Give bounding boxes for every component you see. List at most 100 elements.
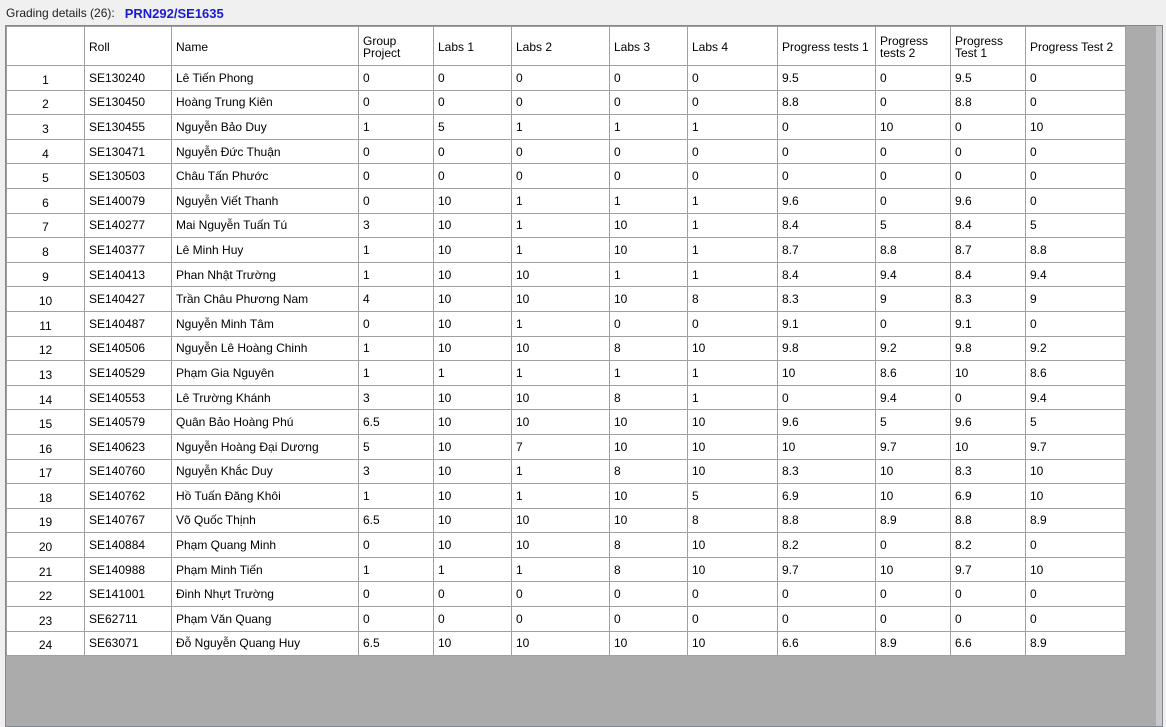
table-row[interactable]: 18 SE140762 Hồ Tuấn Đăng Khôi 1 10 1 10 5 6.9 10 6… bbox=[6, 483, 1126, 509]
table-row[interactable]: 5 SE130503 Châu Tấn Phước 0 0 0 0 0 0 0 0 0 bbox=[6, 163, 1126, 189]
row-header[interactable]: 8 bbox=[6, 237, 85, 263]
table-row[interactable]: 3 SE130455 Nguyễn Bảo Duy 1 5 1 1 1 0 10 0 10 bbox=[6, 114, 1126, 140]
row-header[interactable]: 4 bbox=[6, 138, 85, 165]
table-row[interactable]: 6 SE140079 Nguyễn Viết Thanh 0 10 1 1 1 9.6 0 9.6 0 bbox=[6, 187, 1126, 214]
grid-cell[interactable]: 6.5 bbox=[358, 630, 434, 657]
grid-cell[interactable]: 0 bbox=[950, 606, 1026, 632]
grid-cell[interactable]: SE140277 bbox=[84, 212, 172, 239]
grid-cell[interactable]: Mai Nguyễn Tuấn Tú bbox=[171, 212, 359, 239]
grid-cell[interactable]: 1 bbox=[511, 360, 610, 386]
grid-cell[interactable]: 8.2 bbox=[950, 532, 1026, 558]
table-row[interactable]: 15 SE140579 Quân Bảo Hoàng Phú 6.5 10 10 10 10 9… bbox=[6, 409, 1126, 435]
grid-cell[interactable]: 10 bbox=[433, 458, 512, 485]
grid-cell[interactable]: 0 bbox=[950, 163, 1026, 189]
grid-cell[interactable]: 10 bbox=[433, 630, 512, 657]
grid-cell[interactable]: 10 bbox=[609, 630, 688, 657]
grid-cell[interactable]: 0 bbox=[687, 581, 778, 608]
column-header[interactable]: Progress Test 2 bbox=[1025, 26, 1126, 66]
grid-cell[interactable]: 10 bbox=[609, 286, 688, 312]
table-row[interactable]: 12 SE140506 Nguyễn Lê Hoàng Chinh 1 10 10 8 10 9… bbox=[6, 335, 1126, 362]
grid-cell[interactable]: SE140988 bbox=[84, 556, 172, 583]
column-header[interactable]: Group Project bbox=[358, 26, 434, 66]
grid-cell[interactable]: 0 bbox=[511, 138, 610, 165]
grid-cell[interactable]: 9.7 bbox=[875, 433, 951, 460]
row-header[interactable]: 1 bbox=[6, 65, 85, 91]
grid-cell[interactable]: 0 bbox=[777, 581, 876, 608]
grid-cell[interactable]: Đỗ Nguyễn Quang Huy bbox=[171, 630, 359, 657]
grid-cell[interactable]: 10 bbox=[950, 360, 1026, 386]
grid-cell[interactable]: Nguyễn Khắc Duy bbox=[171, 458, 359, 485]
grid-cell[interactable]: 10 bbox=[609, 433, 688, 460]
grid-cell[interactable]: 0 bbox=[358, 187, 434, 214]
grid-cell[interactable]: 0 bbox=[511, 606, 610, 632]
grid-cell[interactable]: 9.2 bbox=[1025, 335, 1126, 362]
grid-cell[interactable]: 0 bbox=[1025, 89, 1126, 116]
grid-cell[interactable]: 0 bbox=[358, 581, 434, 608]
grid-cell[interactable]: 8.3 bbox=[777, 286, 876, 312]
grid-cell[interactable]: 1 bbox=[511, 310, 610, 337]
grid-cell[interactable]: 8.4 bbox=[950, 261, 1026, 288]
grid-cell[interactable]: 1 bbox=[358, 335, 434, 362]
grid-cell[interactable]: 0 bbox=[875, 163, 951, 189]
grid-cell[interactable]: Nguyễn Bảo Duy bbox=[171, 114, 359, 140]
grid-cell[interactable]: 0 bbox=[875, 65, 951, 91]
grid-cell[interactable]: 7 bbox=[511, 433, 610, 460]
grid-cell[interactable]: 0 bbox=[1025, 310, 1126, 337]
table-row[interactable]: 14 SE140553 Lê Trường Khánh 3 10 10 8 1 0 9.4 0 9.4 bbox=[6, 384, 1126, 411]
row-header[interactable]: 7 bbox=[6, 212, 85, 239]
grid-cell[interactable]: 9.6 bbox=[950, 187, 1026, 214]
grid-cell[interactable]: 0 bbox=[875, 310, 951, 337]
grid-cell[interactable]: 1 bbox=[687, 237, 778, 263]
grid-cell[interactable]: 0 bbox=[950, 581, 1026, 608]
grid-cell[interactable]: 10 bbox=[511, 286, 610, 312]
table-row[interactable]: 4 SE130471 Nguyễn Đức Thuận 0 0 0 0 0 0 0 0 0 bbox=[6, 138, 1126, 165]
grid-cell[interactable]: SE130455 bbox=[84, 114, 172, 140]
grid-cell[interactable]: 5 bbox=[1025, 409, 1126, 435]
column-header[interactable]: Labs 4 bbox=[687, 26, 778, 66]
grid-cell[interactable]: 8.3 bbox=[777, 458, 876, 485]
grid-cell[interactable]: 0 bbox=[433, 163, 512, 189]
grid-cell[interactable]: 8 bbox=[687, 286, 778, 312]
grid-cell[interactable]: 10 bbox=[433, 384, 512, 411]
grid-cell[interactable]: 0 bbox=[511, 65, 610, 91]
table-row[interactable]: 8 SE140377 Lê Minh Huy 1 10 1 10 1 8.7 8.8 8.7 8.8 bbox=[6, 237, 1126, 263]
table-row[interactable]: 10 SE140427 Trần Châu Phương Nam 4 10 10 10 8 8.… bbox=[6, 286, 1126, 312]
grid-cell[interactable]: Nguyễn Minh Tâm bbox=[171, 310, 359, 337]
grid-cell[interactable]: 0 bbox=[875, 138, 951, 165]
table-row[interactable]: 2 SE130450 Hoàng Trung Kiên 0 0 0 0 0 8.8 0 8.8 0 bbox=[6, 89, 1126, 116]
grid-cell[interactable]: 0 bbox=[433, 65, 512, 91]
grid-cell[interactable]: 0 bbox=[511, 89, 610, 116]
grid-cell[interactable]: 8.7 bbox=[777, 237, 876, 263]
grid-cell[interactable]: 0 bbox=[875, 532, 951, 558]
grid-cell[interactable]: 10 bbox=[609, 237, 688, 263]
grid-cell[interactable]: 10 bbox=[433, 335, 512, 362]
grid-cell[interactable]: 8 bbox=[687, 507, 778, 534]
grid-cell[interactable]: 10 bbox=[875, 556, 951, 583]
grid-cell[interactable]: Nguyễn Đức Thuận bbox=[171, 138, 359, 165]
grid-cell[interactable]: 1 bbox=[609, 261, 688, 288]
row-header[interactable]: 19 bbox=[6, 507, 85, 534]
grid-cell[interactable]: 5 bbox=[875, 212, 951, 239]
grid-cell[interactable]: 10 bbox=[1025, 114, 1126, 140]
grid-cell[interactable]: SE62711 bbox=[84, 606, 172, 632]
grid-cell[interactable]: 3 bbox=[358, 212, 434, 239]
grid-cell[interactable]: 0 bbox=[950, 138, 1026, 165]
grid-cell[interactable]: 10 bbox=[875, 458, 951, 485]
grid-cell[interactable]: Phan Nhật Trường bbox=[171, 261, 359, 288]
grid-cell[interactable]: 8.8 bbox=[777, 507, 876, 534]
grid-cell[interactable]: SE140767 bbox=[84, 507, 172, 534]
grid-cell[interactable]: 10 bbox=[433, 261, 512, 288]
grid-cell[interactable]: Phạm Gia Nguyên bbox=[171, 360, 359, 386]
grid-cell[interactable]: 0 bbox=[687, 606, 778, 632]
grid-cell[interactable]: 0 bbox=[609, 163, 688, 189]
grid-cell[interactable]: 0 bbox=[609, 65, 688, 91]
grid-cell[interactable]: 9.6 bbox=[777, 409, 876, 435]
grid-cell[interactable]: 0 bbox=[1025, 581, 1126, 608]
grid-cell[interactable]: 10 bbox=[950, 433, 1026, 460]
grid-cell[interactable]: SE140413 bbox=[84, 261, 172, 288]
table-row[interactable]: 19 SE140767 Võ Quốc Thịnh 6.5 10 10 10 8 8.8 8.9 8… bbox=[6, 507, 1126, 534]
row-header[interactable]: 13 bbox=[6, 360, 85, 386]
row-header[interactable]: 23 bbox=[6, 606, 85, 632]
grid-cell[interactable]: 10 bbox=[511, 409, 610, 435]
grid-cell[interactable]: 9.7 bbox=[1025, 433, 1126, 460]
